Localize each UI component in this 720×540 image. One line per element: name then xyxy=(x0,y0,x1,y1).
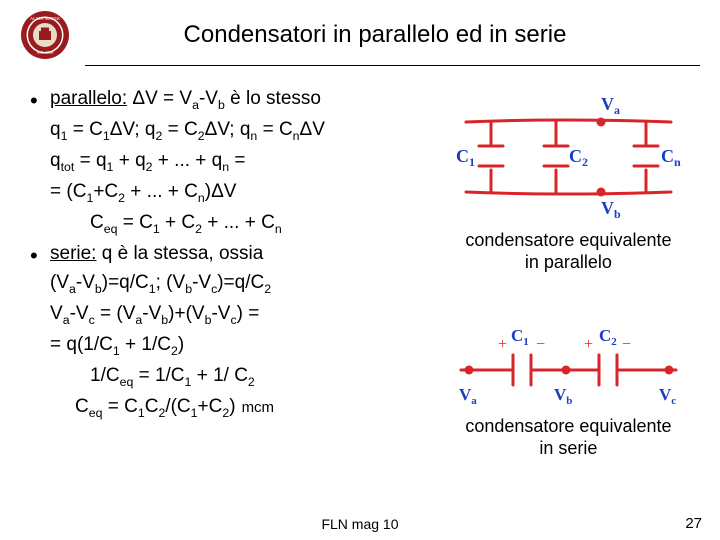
eq-line: = (C1+C2 + ... + Cn)ΔV xyxy=(30,177,421,208)
svg-text:ALMA·MATER: ALMA·MATER xyxy=(30,16,60,21)
svg-text:C1: C1 xyxy=(456,146,475,169)
parallel-circuit-diagram: Va Vb C1 C2 Cn xyxy=(451,84,686,224)
text-column: parallelo: ΔV = Va-Vb è lo stesso q1 = C… xyxy=(30,84,421,459)
eq-line: Va-Vc = (Va-Vb)+(Vb-Vc) = xyxy=(30,299,421,330)
svg-text:C2: C2 xyxy=(599,326,617,348)
series-caption: condensatore equivalentein serie xyxy=(429,416,708,459)
bullet-serie: serie: q è la stessa, ossia xyxy=(30,239,421,268)
svg-text:+: + xyxy=(498,336,507,353)
svg-text:−: − xyxy=(622,336,631,353)
diagram-column: Va Vb C1 C2 Cn condensatore equivalentei… xyxy=(421,84,708,459)
svg-text:Vc: Vc xyxy=(659,385,676,407)
eq-line: = q(1/C1 + 1/C2) xyxy=(30,330,421,361)
svg-text:C2: C2 xyxy=(569,146,588,169)
svg-text:C1: C1 xyxy=(511,326,529,348)
eq-line: Ceq = C1C2/(C1+C2)mcm xyxy=(30,392,421,423)
svg-text:+: + xyxy=(584,336,593,353)
slide-title: Condensatori in parallelo ed in serie xyxy=(100,21,700,49)
eq-line: qtot = q1 + q2 + ... + qn = xyxy=(30,146,421,177)
eq-line: Ceq = C1 + C2 + ... + Cn xyxy=(30,208,421,239)
university-seal-logo: ALMA·MATER A.D. 1088 xyxy=(20,10,70,60)
svg-text:Cn: Cn xyxy=(661,146,681,169)
eq-line: (Va-Vb)=q/C1; (Vb-Vc)=q/C2 xyxy=(30,268,421,299)
eq-line: 1/Ceq = 1/C1 + 1/ C2 xyxy=(30,361,421,392)
svg-text:Va: Va xyxy=(601,94,620,117)
svg-text:−: − xyxy=(536,336,545,353)
page-number: 27 xyxy=(685,515,702,532)
eq-line: q1 = C1ΔV; q2 = C2ΔV; qn = CnΔV xyxy=(30,115,421,146)
svg-text:Va: Va xyxy=(459,385,477,407)
parallel-caption: condensatore equivalentein parallelo xyxy=(429,230,708,273)
svg-text:Vb: Vb xyxy=(554,385,572,407)
svg-text:A.D. 1088: A.D. 1088 xyxy=(37,50,54,55)
footer-source: FLN mag 10 xyxy=(0,516,720,532)
bullet-parallelo: parallelo: ΔV = Va-Vb è lo stesso xyxy=(30,84,421,115)
svg-text:Vb: Vb xyxy=(601,198,621,221)
series-circuit-diagram: Va Vb Vc C1 C2 + − + − xyxy=(451,315,686,410)
